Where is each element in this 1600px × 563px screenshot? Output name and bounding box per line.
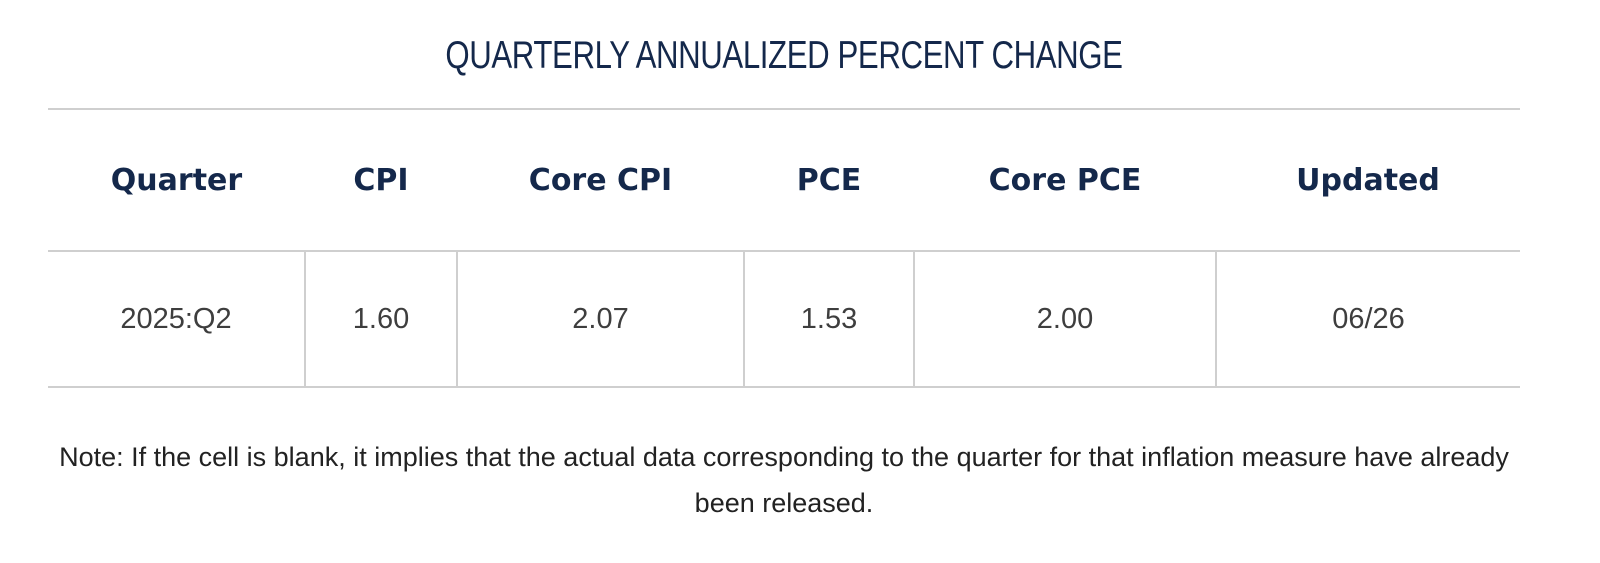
header-core-cpi: Core CPI [528, 162, 673, 198]
table-title: QUARTERLY ANNUALIZED PERCENT CHANGE [445, 34, 1123, 77]
cell-core-cpi: 2.07 [456, 251, 744, 387]
cell-core-pce: 2.00 [913, 251, 1216, 387]
cell-cpi: 1.60 [304, 251, 457, 387]
header-quarter: Quarter [110, 162, 243, 198]
header-updated: Updated [1296, 162, 1440, 198]
quarterly-change-table: Quarter CPI Core CPI PCE Core PCE Update… [48, 108, 1520, 388]
cell-updated: 06/26 [1215, 251, 1520, 387]
table-row: 2025:Q2 1.60 2.07 1.53 2.00 06/26 [48, 251, 1520, 387]
header-cpi: CPI [353, 162, 409, 198]
header-pce: PCE [796, 162, 862, 198]
table-header-row: Quarter CPI Core CPI PCE Core PCE Update… [48, 109, 1520, 251]
cell-quarter: 2025:Q2 [120, 302, 232, 335]
cell-pce: 1.53 [743, 251, 914, 387]
inflation-table-panel: QUARTERLY ANNUALIZED PERCENT CHANGE Quar… [48, 0, 1520, 526]
table-footnote: Note: If the cell is blank, it implies t… [59, 442, 1509, 518]
header-core-pce: Core PCE [988, 162, 1142, 198]
